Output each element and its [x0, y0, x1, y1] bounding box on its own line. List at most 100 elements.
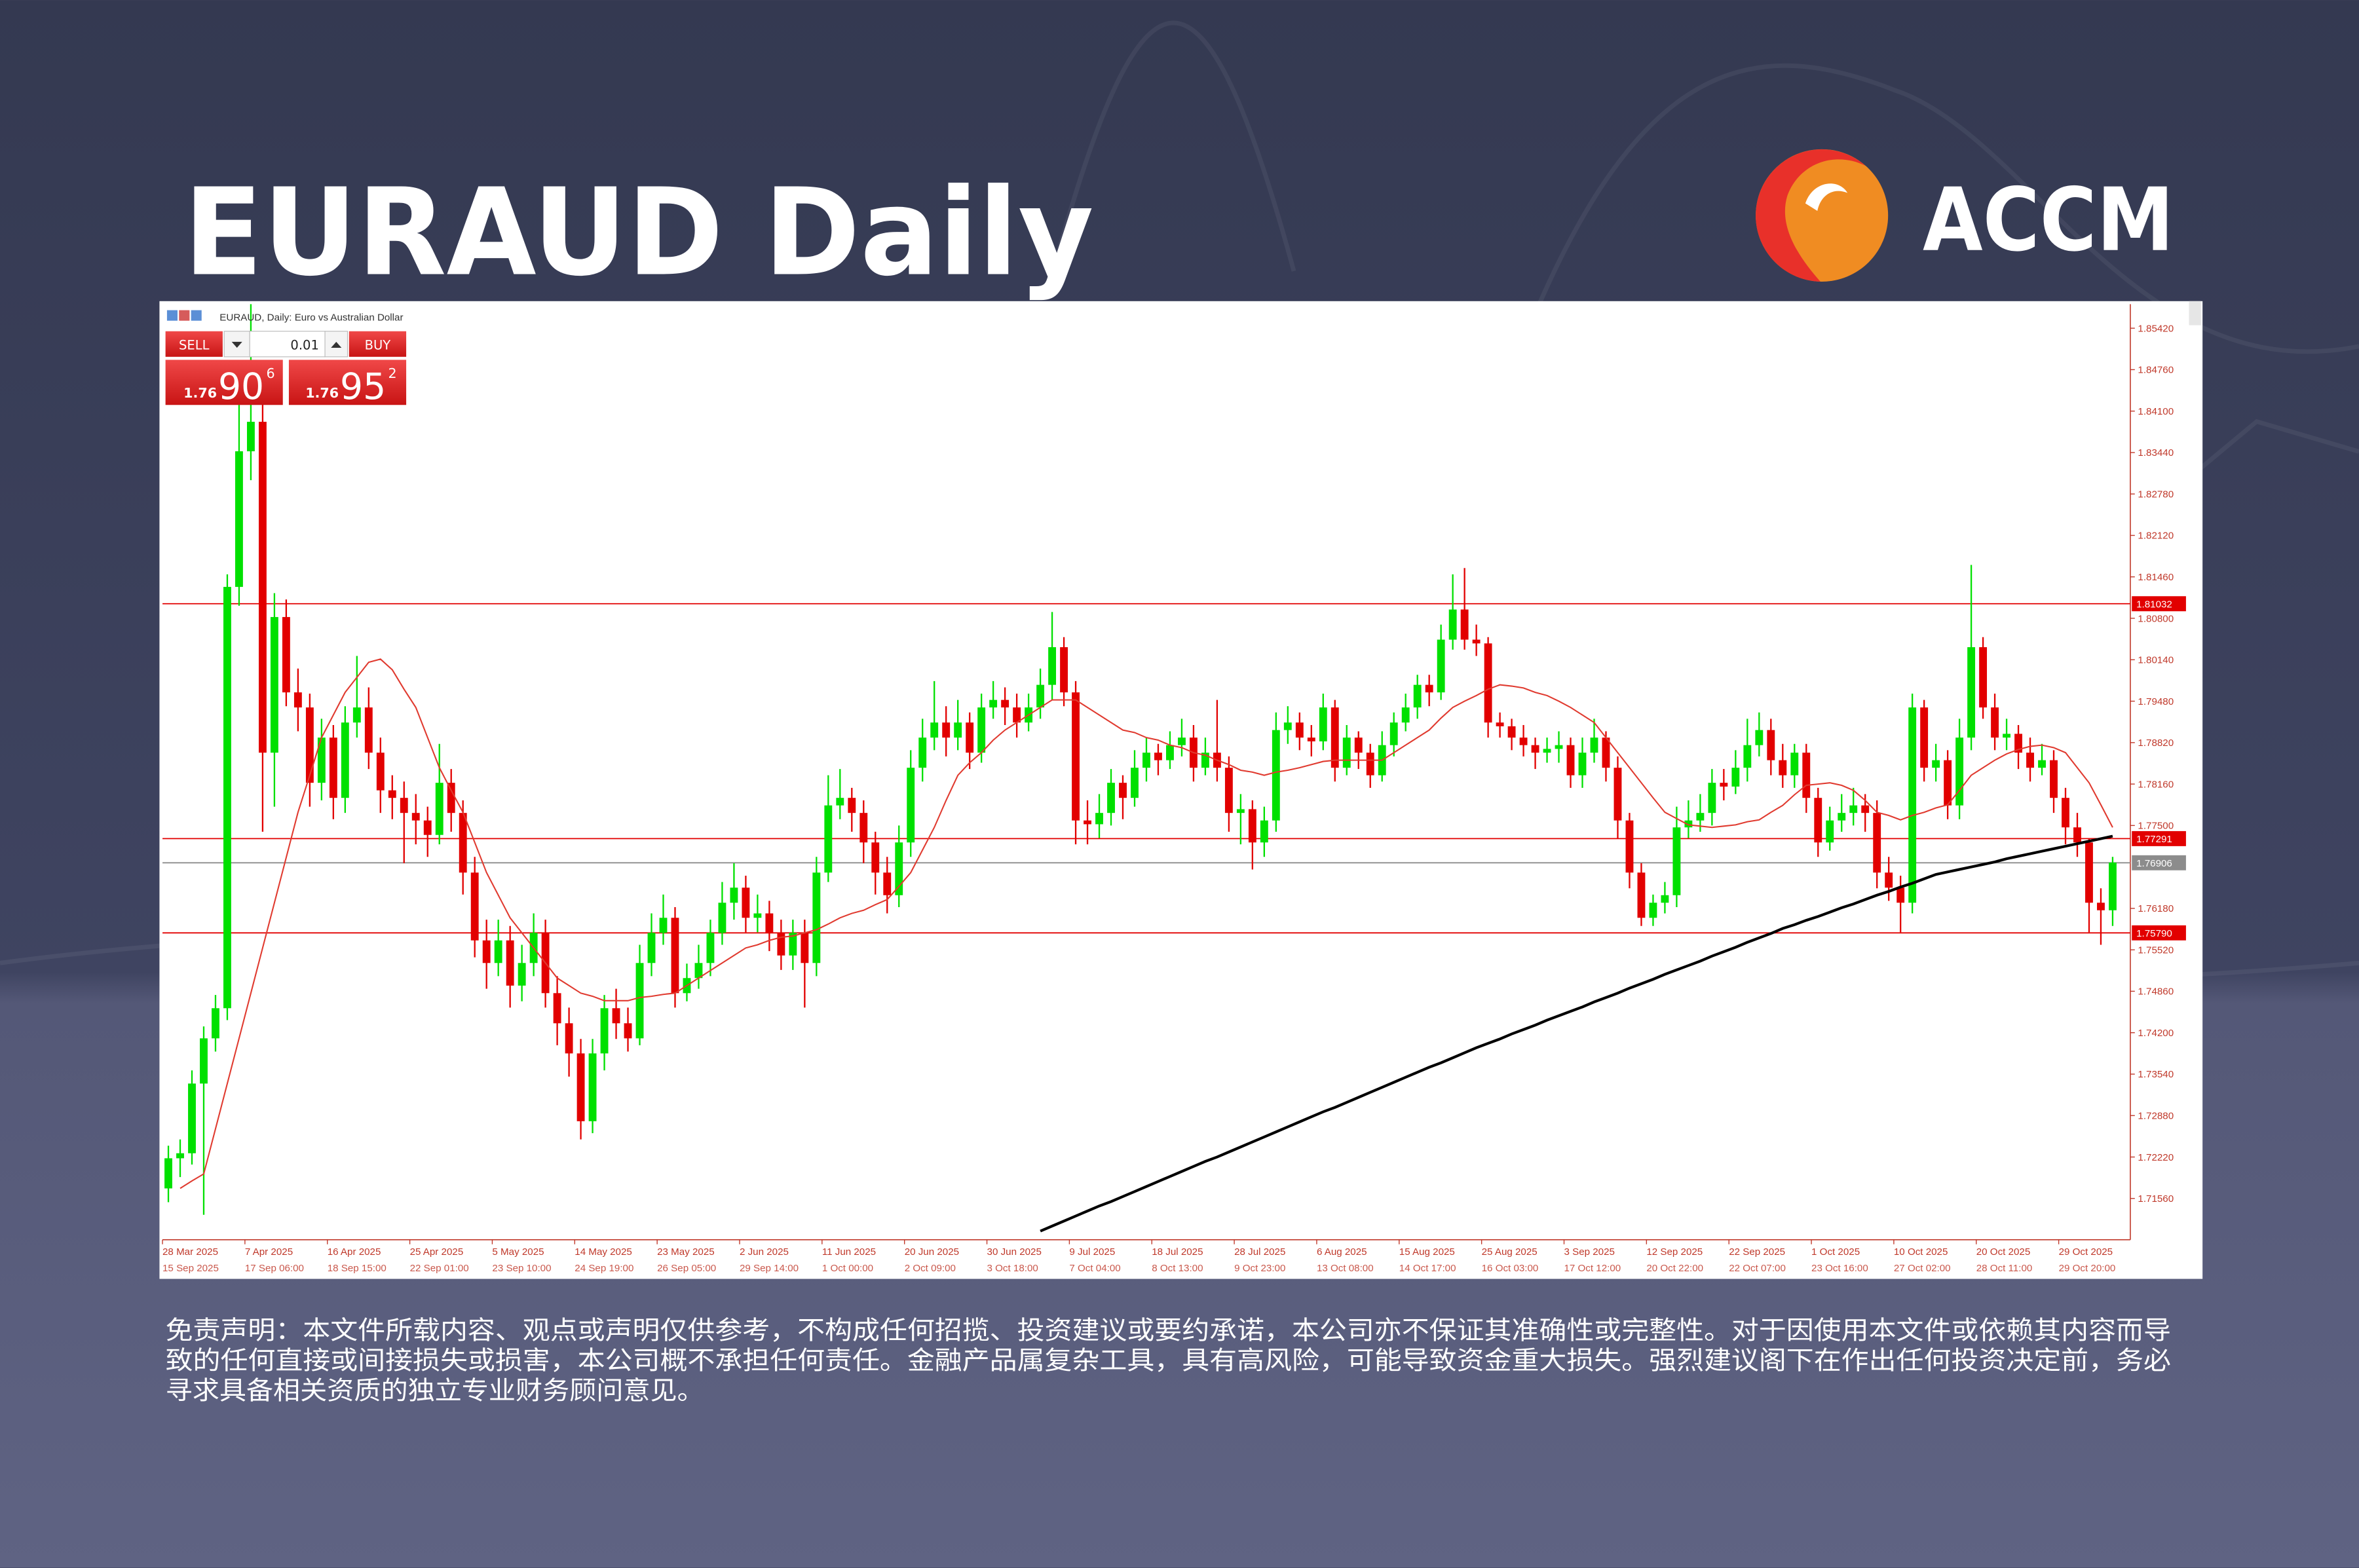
logo: ACCM — [1756, 149, 2174, 282]
x-tick-label-secondary: 17 Sep 06:00 — [245, 1263, 304, 1274]
sell-button[interactable] — [165, 331, 223, 357]
bid-pips: 90 — [218, 365, 264, 407]
candle-body — [742, 887, 750, 918]
candle-body — [1708, 783, 1716, 813]
candle-body — [1590, 737, 1598, 753]
candle-body — [447, 783, 455, 813]
candle-body — [459, 813, 467, 873]
candle-body — [565, 1023, 573, 1054]
candle-body — [329, 737, 337, 798]
candle-body — [482, 940, 491, 963]
candle-body — [694, 963, 703, 979]
candle-body — [1814, 798, 1822, 843]
price-level-label: 1.77291 — [2136, 834, 2172, 845]
candle-body — [1720, 783, 1728, 787]
candle-body — [1767, 730, 1775, 760]
x-tick-label-secondary: 23 Sep 10:00 — [492, 1263, 551, 1274]
chart-frame — [159, 301, 2203, 1279]
candle-body — [1543, 749, 1551, 753]
bid-box[interactable] — [165, 360, 283, 405]
icon — [179, 310, 190, 321]
candle-body — [2062, 798, 2069, 828]
candle-body — [789, 933, 797, 956]
candle-body — [258, 421, 267, 753]
trade-panel: SELL 0.01 BUY 1.76 90 6 1.76 95 2 — [165, 331, 407, 407]
candle-body — [2026, 753, 2034, 768]
x-tick-label-secondary: 20 Oct 22:00 — [1646, 1263, 1703, 1274]
candle-body — [223, 587, 231, 1009]
x-tick-label: 5 May 2025 — [492, 1246, 544, 1258]
x-tick-label: 30 Jun 2025 — [987, 1246, 1042, 1258]
candle-body — [600, 1008, 609, 1054]
y-tick-label: 1.74860 — [2138, 986, 2174, 998]
candle-body — [859, 813, 868, 843]
candle-body — [777, 933, 785, 956]
y-tick-label: 1.82120 — [2138, 531, 2174, 542]
ask-big: 1.76 — [305, 385, 339, 401]
buy-button[interactable] — [349, 331, 407, 357]
candle-body — [1661, 895, 1669, 903]
price-level-label: 1.76906 — [2136, 858, 2172, 869]
candle-body — [954, 722, 962, 738]
chart-title: EURAUD, Daily: Euro vs Australian Dollar — [219, 312, 403, 324]
logo-text: ACCM — [1923, 170, 2174, 271]
candle-body — [305, 707, 314, 783]
volume-value: 0.01 — [290, 337, 318, 352]
candle-body — [1507, 726, 1516, 738]
candle-body — [1743, 745, 1752, 768]
ask-box[interactable] — [288, 360, 407, 405]
candle-body — [1779, 760, 1787, 775]
x-tick-label-secondary: 14 Oct 17:00 — [1399, 1263, 1456, 1274]
x-tick-label: 15 Aug 2025 — [1399, 1246, 1455, 1258]
axes: 1.85420 1.84760 1.84100 1.83440 1.82780 1.821… — [162, 323, 2186, 1274]
candle-body — [2085, 842, 2093, 903]
x-tick-label-secondary: 16 Oct 03:00 — [1482, 1263, 1539, 1274]
candle-body — [1048, 647, 1057, 685]
x-tick-label: 23 May 2025 — [657, 1246, 715, 1258]
arrow-up — [331, 341, 342, 348]
candle-body — [2109, 862, 2117, 910]
candle-body — [1319, 707, 1327, 741]
y-tick-label: 1.76180 — [2138, 903, 2174, 914]
candle-body — [765, 913, 774, 933]
candle-body — [423, 820, 432, 835]
candle-body — [1566, 745, 1575, 775]
candle-body — [989, 700, 998, 708]
x-tick-label: 20 Oct 2025 — [1976, 1246, 2031, 1258]
candle-body — [576, 1053, 585, 1121]
candle-body — [1519, 737, 1528, 745]
candle-body — [1060, 647, 1068, 693]
candle-body — [494, 940, 502, 963]
candle-body — [1131, 768, 1139, 798]
icon — [166, 310, 178, 321]
candle-body — [824, 805, 833, 873]
price-level-box — [2132, 855, 2186, 870]
candle-body — [176, 1153, 184, 1159]
disclaimer-line: 致的任何直接或间接损失或损害，本公司概不承担任何责任。金融产品属复杂工具，具有高… — [166, 1346, 2171, 1375]
candle-body — [1224, 768, 1233, 813]
candle-body — [1389, 722, 1398, 745]
x-tick-label-secondary: 9 Oct 23:00 — [1234, 1263, 1285, 1274]
candle-body — [1602, 737, 1610, 768]
ask-fraction: 2 — [388, 365, 397, 381]
x-tick-label-secondary: 2 Oct 09:00 — [905, 1263, 956, 1274]
y-tick-label: 1.80140 — [2138, 655, 2174, 666]
page-title: EURAUD Daily — [183, 162, 1093, 303]
candle-body — [1755, 730, 1764, 745]
candle-body — [1283, 722, 1292, 730]
bid-fraction: 6 — [266, 365, 274, 381]
candle-body — [1484, 643, 1492, 723]
candle-body — [730, 887, 738, 903]
price-level-box — [2132, 596, 2186, 612]
y-tick-label: 1.84760 — [2138, 365, 2174, 376]
sell-label: SELL — [179, 337, 210, 352]
volume-input[interactable] — [249, 331, 326, 358]
candle-body — [1979, 647, 1988, 708]
candle-body — [1826, 820, 1834, 843]
x-tick-label: 3 Sep 2025 — [1564, 1246, 1614, 1258]
price-level-label: 1.75790 — [2136, 928, 2172, 939]
x-tick-label: 11 Jun 2025 — [822, 1246, 876, 1258]
candle-body — [235, 451, 243, 588]
x-tick-label-secondary: 29 Sep 14:00 — [740, 1263, 799, 1274]
candle-body — [376, 753, 385, 791]
